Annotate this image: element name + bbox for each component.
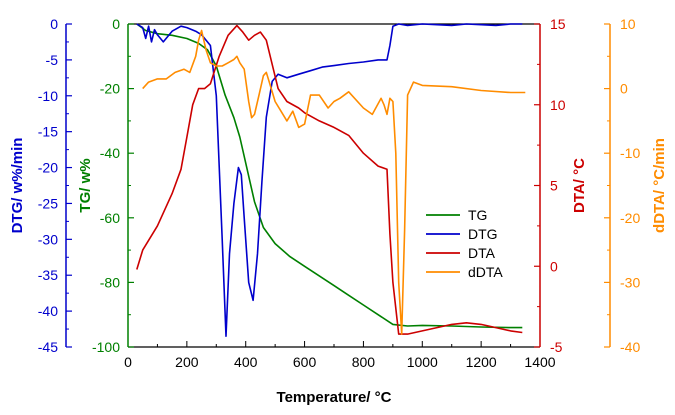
dtg-tick-label: -20 <box>38 160 58 176</box>
ddta-tick-label: 10 <box>620 16 636 32</box>
ddta-tick-label: -20 <box>620 210 640 226</box>
tg-tick-label: 0 <box>112 16 120 32</box>
tg-tick-label: -20 <box>100 81 120 97</box>
legend-item-ddta: dDTA <box>426 264 503 280</box>
x-tick-label: 1400 <box>524 354 555 370</box>
x-axis-title: Temperature/ °C <box>277 389 392 406</box>
dtg-tick-label: -25 <box>38 195 58 211</box>
series-dtg-line <box>136 23 523 338</box>
legend-label: dDTA <box>468 264 503 280</box>
ddta-tick-label: -30 <box>620 274 640 290</box>
dtg-axis: 0 -5 -10 -15 -20 -25 -30 -35 -40 -45 DTG/ w%/min <box>9 16 72 355</box>
legend-label: TG <box>468 207 487 223</box>
x-tick-label: 0 <box>124 354 132 370</box>
dtg-tick-label: -10 <box>38 88 58 104</box>
dta-tick-label: 5 <box>550 178 558 194</box>
ddta-tick-label: -10 <box>620 145 640 161</box>
ddta-axis: 10 0 -10 -20 -30 -40 dDTA/ °C/min <box>604 16 668 355</box>
dta-tick-label: 15 <box>550 16 566 32</box>
dtg-tick-label: 0 <box>50 16 58 32</box>
ddta-tick-label: 0 <box>620 81 628 97</box>
legend-item-dtg: DTG <box>426 226 498 242</box>
series-lines <box>136 23 526 338</box>
tg-tick-label: -100 <box>92 339 120 355</box>
dta-axis: 15 10 5 0 -5 DTA/ °C <box>534 16 588 355</box>
x-tick-label: 600 <box>293 354 317 370</box>
series-dta-line <box>136 24 523 335</box>
x-tick-label: 1000 <box>407 354 438 370</box>
ddta-tick-label: -40 <box>620 339 640 355</box>
x-tick-label: 800 <box>352 354 376 370</box>
dtg-tick-label: -45 <box>38 339 58 355</box>
dta-axis-title: DTA/ °C <box>571 158 588 213</box>
dtg-tick-label: -5 <box>46 52 59 68</box>
dtg-tick-label: -40 <box>38 303 58 319</box>
dtg-tick-label: -35 <box>38 267 58 283</box>
tg-axis-title: TG/ w% <box>77 158 94 212</box>
dtg-tick-label: -15 <box>38 124 58 140</box>
x-tick-label: 400 <box>234 354 258 370</box>
dta-tick-label: 0 <box>550 258 558 274</box>
x-tick-label: 200 <box>175 354 199 370</box>
dta-tick-label: 10 <box>550 97 566 113</box>
dtg-tick-label: -30 <box>38 231 58 247</box>
x-tick-label: 1200 <box>466 354 497 370</box>
legend-label: DTA <box>468 245 496 261</box>
axes: 0 200 400 600 800 1000 1200 14000-5-10-15-20-25… <box>9 16 668 370</box>
ddta-axis-title: dDTA/ °C/min <box>651 138 668 233</box>
legend-label: DTG <box>468 226 498 242</box>
tg-tick-label: -40 <box>100 145 120 161</box>
series-tg-line <box>136 23 523 329</box>
legend-item-dta: DTA <box>426 245 496 261</box>
series-ddta-line <box>142 29 526 335</box>
dta-tick-label: -5 <box>550 339 563 355</box>
tg-tick-label: -60 <box>100 210 120 226</box>
dtg-axis-title: DTG/ w%/min <box>9 138 26 234</box>
tg-axis: 0 -20 -40 -60 -80 -100 TG/ w% <box>77 16 134 355</box>
legend: TG DTG DTA dDTA <box>426 207 503 280</box>
legend-item-tg: TG <box>426 207 487 223</box>
tg-tick-label: -80 <box>100 274 120 290</box>
